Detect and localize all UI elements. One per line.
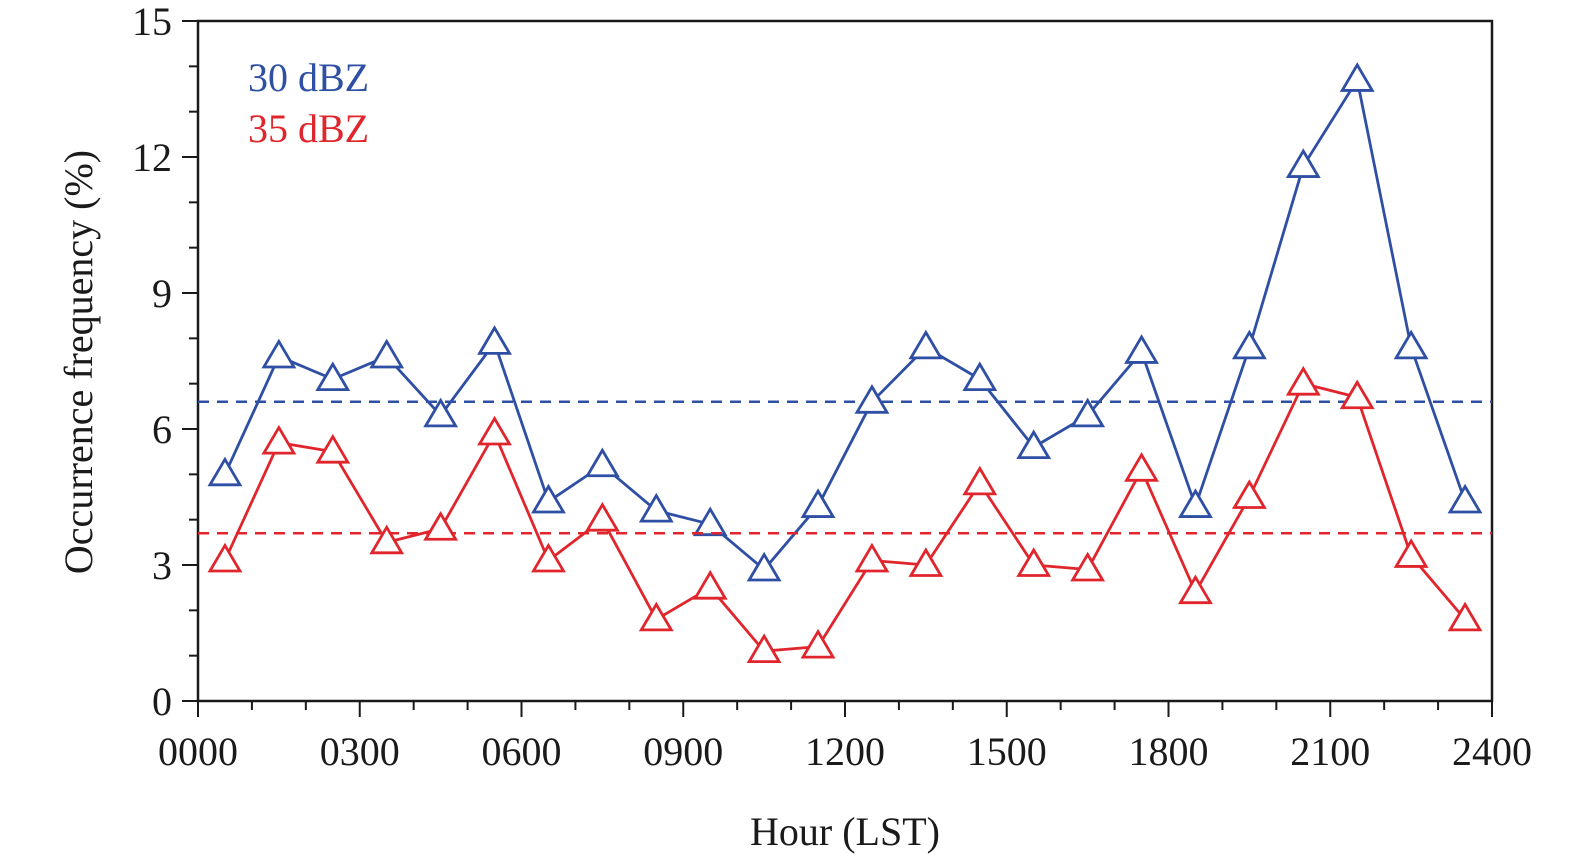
x-tick-label: 0900 <box>643 729 723 774</box>
series-marker <box>1070 397 1106 428</box>
x-tick-label: 1200 <box>805 729 885 774</box>
axes: 0000 0300 0600 0900 1200 1500 1800 2100 2400 0 3 6 9… <box>132 0 1532 774</box>
x-tick-label: 1500 <box>967 729 1047 774</box>
series-marker <box>261 338 297 369</box>
series-marker <box>1178 574 1213 605</box>
x-tick-label: 0300 <box>320 729 400 774</box>
legend-entry-35dbz: 35 dBZ <box>248 106 369 151</box>
series-marker <box>207 542 243 573</box>
series-marker <box>962 465 998 496</box>
series-marker <box>638 492 674 523</box>
series-marker <box>584 447 620 478</box>
x-tick-label: 2400 <box>1452 729 1532 774</box>
series-marker <box>315 433 351 464</box>
x-tick-label: 2100 <box>1290 729 1370 774</box>
series-marker <box>908 329 944 360</box>
x-tick-label: 0600 <box>482 729 562 774</box>
series-marker <box>854 542 890 573</box>
series-line <box>223 78 1467 571</box>
y-tick-label: 6 <box>152 407 172 452</box>
y-tick-label: 3 <box>152 543 172 588</box>
series-marker <box>800 628 836 659</box>
series-marker <box>1447 483 1483 514</box>
series-marker <box>1231 479 1267 509</box>
series-marker <box>315 361 351 392</box>
series-marker <box>1393 538 1429 568</box>
series-marker <box>584 501 620 532</box>
series-marker <box>1124 452 1159 482</box>
y-tick-label: 9 <box>152 271 172 316</box>
series-marker <box>1178 488 1213 518</box>
x-tick-label: 1800 <box>1129 729 1209 774</box>
series-marker <box>692 569 728 600</box>
series-marker <box>908 547 944 577</box>
series-marker <box>1339 62 1375 92</box>
series-line <box>223 382 1467 653</box>
series-marker <box>1285 148 1321 178</box>
y-tick-label: 15 <box>132 0 172 44</box>
series-marker <box>1070 551 1106 582</box>
x-axis-title: Hour (LST) <box>750 809 940 854</box>
series-marker <box>207 456 243 487</box>
legend: 30 dBZ 35 dBZ <box>248 55 369 151</box>
series-marker <box>369 338 405 369</box>
series-marker <box>1124 334 1159 364</box>
series-marker <box>477 325 512 355</box>
series-marker <box>1447 601 1483 632</box>
series-marker <box>1016 429 1052 460</box>
series-marker <box>423 397 459 428</box>
series-marker <box>1231 329 1267 360</box>
series-marker <box>1393 329 1429 360</box>
x-tick-label: 0000 <box>158 729 238 774</box>
series-marker <box>962 361 998 392</box>
series-1 <box>198 365 1492 664</box>
legend-entry-30dbz: 30 dBZ <box>248 55 369 100</box>
series-marker <box>423 510 459 541</box>
series-0 <box>198 62 1492 582</box>
y-axis-title: Occurrence frequency (%) <box>56 150 101 574</box>
series-marker <box>477 415 512 446</box>
series-marker <box>638 601 674 632</box>
series-marker <box>531 483 566 514</box>
series-marker <box>531 542 566 573</box>
series-marker <box>800 488 836 518</box>
y-tick-label: 12 <box>132 135 172 180</box>
series-marker <box>261 424 297 455</box>
series-layer <box>198 62 1492 664</box>
series-marker <box>369 524 405 555</box>
series-marker <box>854 384 890 414</box>
series-marker <box>1285 365 1321 396</box>
series-marker <box>1339 379 1375 410</box>
series-marker <box>692 506 728 537</box>
series-marker <box>746 633 782 664</box>
y-tick-label: 0 <box>152 679 172 724</box>
series-marker <box>1016 547 1052 577</box>
series-marker <box>746 551 782 582</box>
